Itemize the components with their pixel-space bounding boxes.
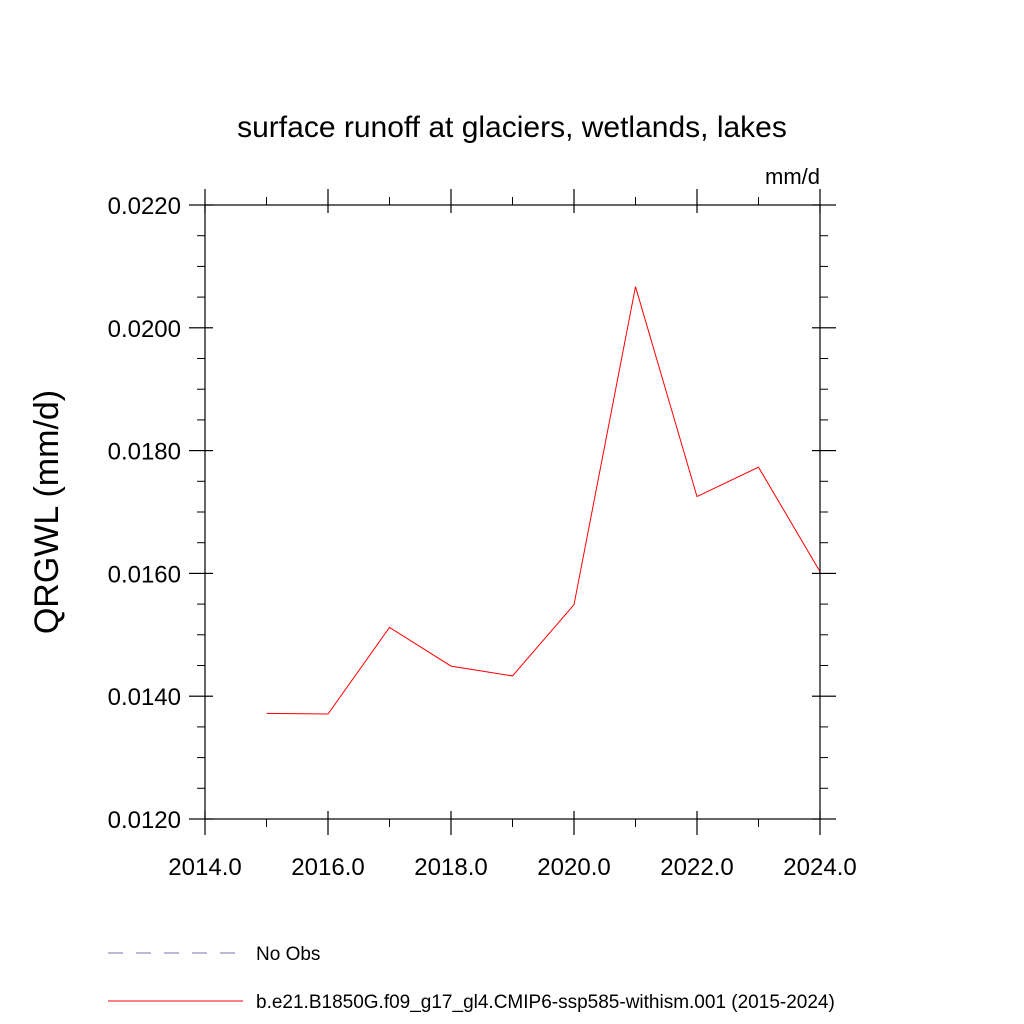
x-tick-label: 2018.0 [414, 854, 487, 881]
legend-label: No Obs [256, 944, 320, 965]
y-tick-label: 0.0200 [108, 316, 181, 343]
legend: No Obs b.e21.B1850G.f09_g17_gl4.CMIP6-ssp… [108, 944, 835, 1013]
plot-frame [204, 204, 821, 820]
x-tick-label: 2024.0 [783, 854, 856, 881]
y-axis-ticks: 0.0120 0.0140 0.0160 0.0180 0.0200 0.0220 [108, 193, 836, 834]
units-label: mm/d [765, 164, 820, 189]
series-line [266, 286, 821, 715]
y-axis-label: QRGWL (mm/d) [28, 390, 66, 634]
chart-title: surface runoff at glaciers, wetlands, la… [237, 111, 787, 144]
y-tick-label: 0.0140 [108, 684, 181, 711]
series-layer [266, 286, 821, 715]
x-tick-label: 2020.0 [537, 854, 610, 881]
y-tick-label: 0.0160 [108, 561, 181, 588]
y-tick-label: 0.0180 [108, 439, 181, 466]
x-axis-ticks: 2014.0 2016.0 2018.0 2020.0 2022.0 2024.0 [168, 189, 857, 881]
y-tick-label: 0.0120 [108, 807, 181, 834]
x-tick-label: 2014.0 [168, 854, 241, 881]
y-tick-label: 0.0220 [108, 193, 181, 220]
x-tick-label: 2016.0 [291, 854, 364, 881]
legend-label: b.e21.B1850G.f09_g17_gl4.CMIP6-ssp585-wi… [256, 992, 835, 1013]
x-tick-label: 2022.0 [660, 854, 733, 881]
